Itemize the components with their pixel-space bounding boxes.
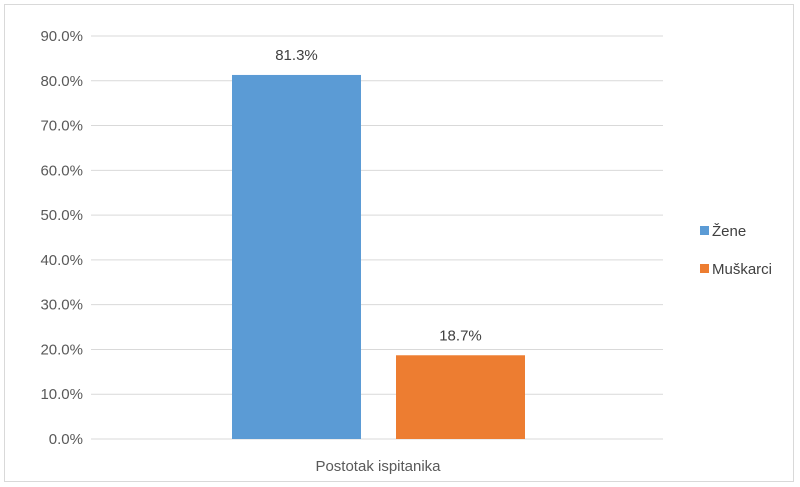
data-label: 18.7% [439, 327, 482, 344]
gridlines [91, 35, 663, 440]
chart-frame: 0.0% 10.0% 20.0% 30.0% 40.0% 50.0% 60.0% 70.0% 8… [4, 4, 794, 482]
legend-label: Muškarci [712, 261, 772, 278]
legend-swatch [700, 264, 709, 273]
legend-label: Žene [712, 223, 746, 240]
y-tick-label: 0.0% [49, 431, 83, 448]
data-labels: 81.3% 18.7% [275, 47, 482, 344]
y-tick-label: 30.0% [40, 297, 83, 314]
x-category-label: Postotak ispitanika [315, 458, 441, 475]
y-tick-label: 90.0% [40, 28, 83, 45]
y-tick-label: 50.0% [40, 207, 83, 224]
y-tick-label: 60.0% [40, 162, 83, 179]
bar-chart: 0.0% 10.0% 20.0% 30.0% 40.0% 50.0% 60.0% 70.0% 8… [40, 28, 772, 475]
y-tick-label: 40.0% [40, 252, 83, 269]
y-tick-label: 20.0% [40, 341, 83, 358]
data-label: 81.3% [275, 47, 318, 64]
bar-muskarci [396, 355, 525, 439]
x-axis-category-labels: Postotak ispitanika [315, 458, 441, 475]
y-axis-tick-labels: 0.0% 10.0% 20.0% 30.0% 40.0% 50.0% 60.0% 70.0% 8… [40, 28, 83, 448]
legend-swatch [700, 226, 709, 235]
bar-zene [232, 74, 361, 439]
bars [232, 74, 525, 439]
y-tick-label: 10.0% [40, 386, 83, 403]
y-tick-label: 70.0% [40, 118, 83, 135]
legend: Žene Muškarci [700, 223, 772, 278]
y-tick-label: 80.0% [40, 73, 83, 90]
